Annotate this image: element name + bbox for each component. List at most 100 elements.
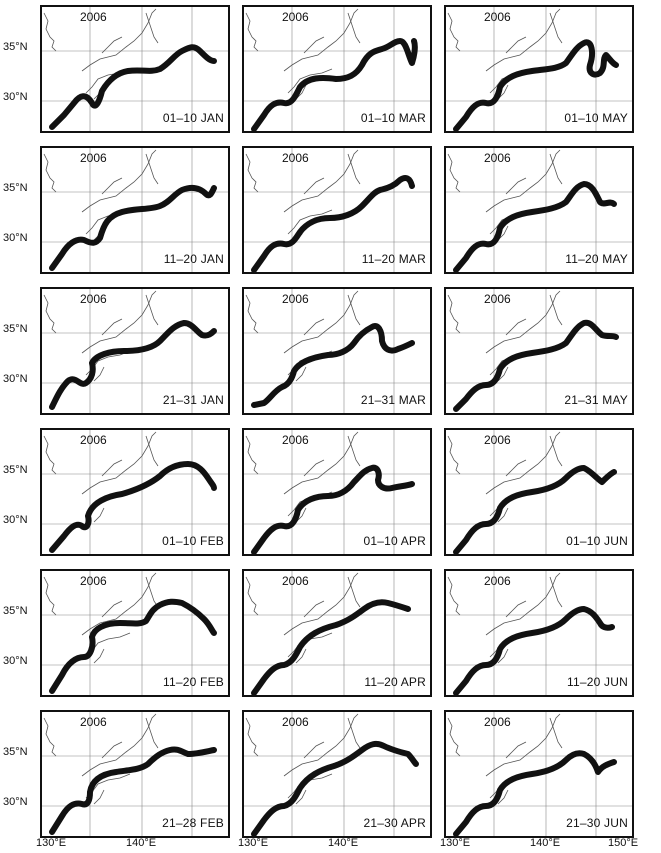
map-panel: 2006 21–28 FEB	[40, 710, 230, 838]
lon-label: 130°E	[238, 837, 269, 849]
coastline	[347, 435, 361, 467]
map-canvas	[244, 289, 430, 413]
coastline	[245, 12, 259, 52]
map-panel: 2006 21–30 APR	[242, 710, 432, 838]
coastline	[93, 507, 105, 523]
lat-label: 35°N	[3, 323, 28, 335]
year-label: 2006	[484, 574, 511, 588]
coastline	[43, 294, 57, 334]
coastline	[283, 8, 359, 72]
map-panel: 2006 21–31 MAY	[444, 287, 634, 415]
coastline	[101, 600, 123, 618]
map-panel: 2006 11–20 MAR	[242, 146, 432, 274]
kuroshio-path	[49, 746, 217, 835]
period-label: 01–10 FEB	[162, 534, 224, 548]
map-canvas	[244, 712, 430, 836]
lat-label: 30°N	[3, 514, 28, 526]
coastline	[101, 741, 123, 759]
year-label: 2006	[282, 151, 309, 165]
map-canvas	[446, 7, 632, 131]
period-label: 21–31 JAN	[162, 393, 224, 407]
coastline	[283, 149, 359, 213]
lat-label: 35°N	[3, 746, 28, 758]
year-label: 2006	[282, 433, 309, 447]
coastline	[245, 294, 259, 334]
kuroshio-path	[251, 323, 415, 408]
coastline	[303, 741, 325, 759]
year-label: 2006	[484, 292, 511, 306]
coastline	[549, 294, 563, 326]
coastline	[145, 294, 159, 326]
coastline	[287, 68, 333, 94]
coastline	[43, 576, 57, 616]
map-panel: 2006 01–10 MAY	[444, 5, 634, 133]
coastline	[303, 459, 325, 477]
period-label: 21–31 MAY	[564, 393, 628, 407]
lat-label: 35°N	[3, 605, 28, 617]
coastline	[295, 789, 307, 805]
period-label: 01–10 MAY	[564, 111, 628, 125]
coastline	[245, 435, 259, 475]
coastline	[43, 435, 57, 475]
year-label: 2006	[80, 292, 107, 306]
coastline	[447, 717, 461, 757]
coastline	[81, 431, 157, 495]
coastline	[93, 648, 105, 664]
coastline	[549, 153, 563, 185]
map-panel: 2006 21–30 JUN	[444, 710, 634, 838]
year-label: 2006	[282, 574, 309, 588]
year-label: 2006	[80, 433, 107, 447]
kuroshio-path	[251, 175, 415, 272]
map-panel: 2006 11–20 JAN	[40, 146, 230, 274]
coastline	[101, 459, 123, 477]
coastline	[505, 459, 527, 477]
kuroshio-path	[49, 44, 217, 130]
coastline	[81, 713, 157, 777]
map-canvas	[446, 148, 632, 272]
coastline	[485, 572, 561, 636]
coastline	[101, 318, 123, 336]
coastline	[283, 713, 359, 777]
lat-label: 30°N	[3, 373, 28, 385]
kuroshio-path	[49, 184, 217, 271]
coastline	[43, 12, 57, 52]
coastline	[505, 36, 527, 54]
coastline	[43, 717, 57, 757]
lon-label: 130°E	[440, 837, 471, 849]
map-canvas	[42, 7, 228, 131]
coastline	[447, 294, 461, 334]
coastline	[93, 366, 105, 382]
period-label: 01–10 MAR	[360, 111, 426, 125]
kuroshio-path	[49, 320, 217, 410]
coastline	[497, 789, 509, 805]
coastline	[303, 600, 325, 618]
coastline	[81, 8, 157, 72]
kuroshio-path	[251, 464, 415, 554]
coastline	[81, 290, 157, 354]
coastline	[145, 12, 159, 44]
coastline	[347, 12, 361, 44]
coastline	[497, 507, 509, 523]
coastline	[245, 717, 259, 757]
map-panel: 2006 01–10 APR	[242, 428, 432, 556]
year-label: 2006	[484, 151, 511, 165]
kuroshio-path	[251, 38, 418, 131]
year-label: 2006	[484, 715, 511, 729]
coastline	[347, 576, 361, 608]
coastline	[303, 318, 325, 336]
period-label: 21–28 FEB	[162, 816, 224, 830]
period-label: 11–20 JUN	[567, 675, 628, 689]
coastline	[283, 290, 359, 354]
coastline	[245, 153, 259, 193]
coastline	[447, 153, 461, 193]
year-label: 2006	[80, 10, 107, 24]
period-label: 21–30 JUN	[566, 816, 628, 830]
map-panel: 2006 11–20 APR	[242, 569, 432, 697]
coastline	[145, 153, 159, 185]
coastline	[93, 789, 105, 805]
lat-label: 30°N	[3, 91, 28, 103]
map-canvas	[244, 148, 430, 272]
period-label: 01–10 JUN	[566, 534, 628, 548]
coastline	[485, 290, 561, 354]
